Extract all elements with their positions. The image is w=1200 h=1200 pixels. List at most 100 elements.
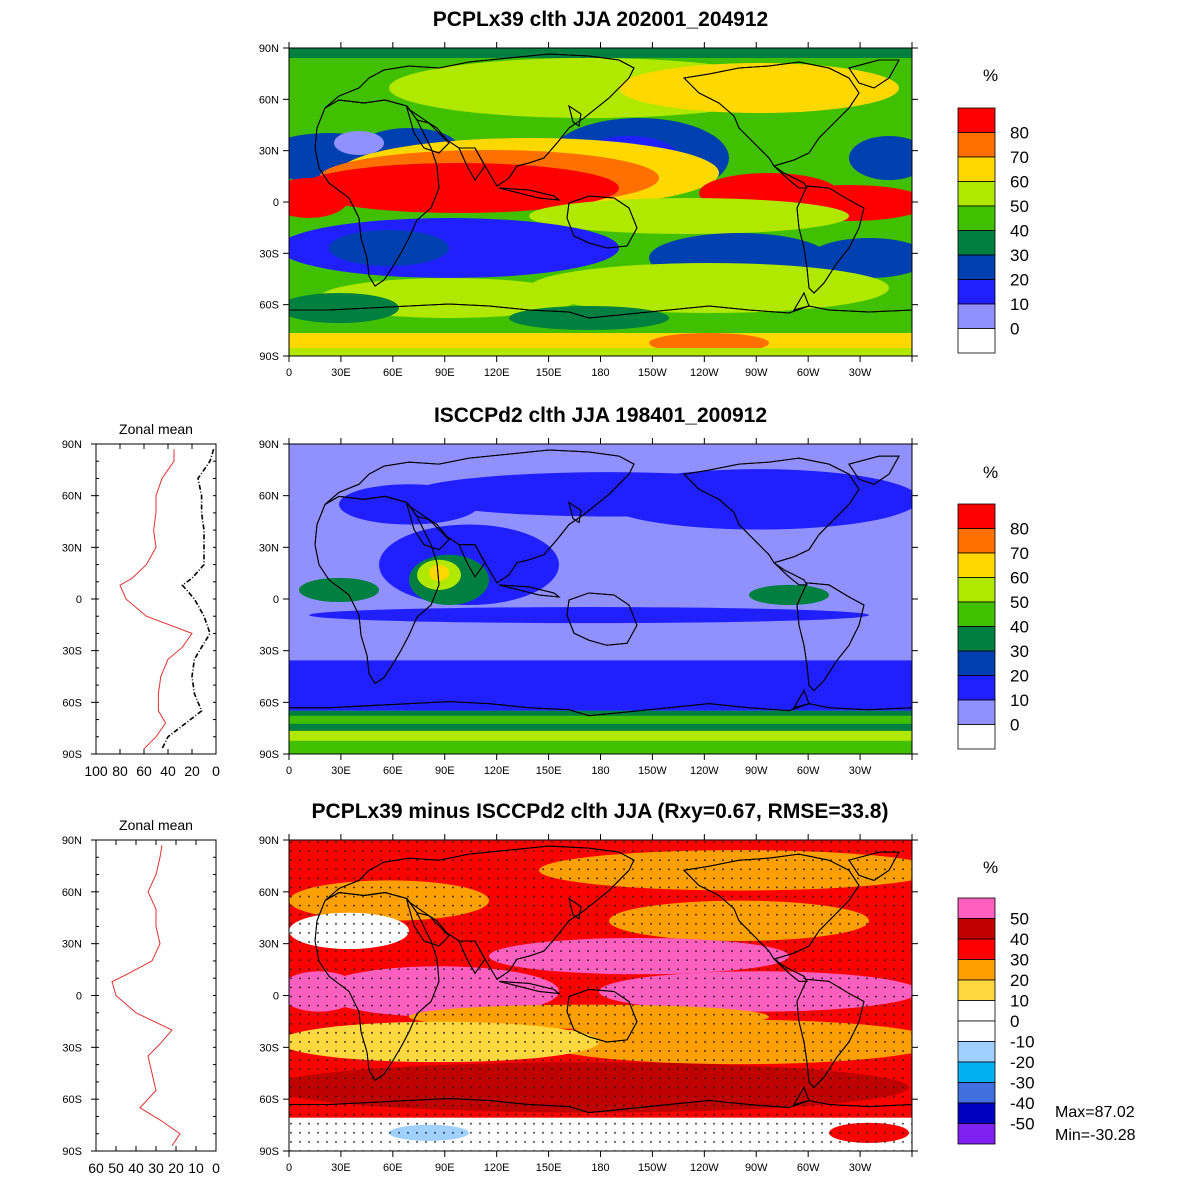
lon-tick-label: 90W [745, 765, 768, 777]
colorbar-swatch [957, 626, 996, 652]
lon-tick-label: 90W [745, 367, 768, 379]
colorbar-swatch [957, 230, 996, 256]
lon-tick-label: 90W [745, 1162, 768, 1174]
zonal-x-label: 20 [168, 1160, 184, 1176]
lat-tick-label: 60N [259, 491, 279, 503]
zonal-lat-label: 0 [76, 991, 82, 1003]
colorbar-label: 0 [1010, 1012, 1019, 1031]
zonal-x-label: 100 [84, 763, 108, 779]
map-frame-0: 0 30E 60E 90E 120E 150E 180 150W 120W 90W 60W 30W 90… [259, 42, 918, 379]
zonal-lat-label: 0 [76, 594, 82, 606]
zonal-series-0 [119, 449, 193, 750]
lat-tick-label: 30N [259, 146, 279, 158]
colorbar-label: 80 [1010, 520, 1029, 539]
colorbar-label: 70 [1010, 544, 1029, 563]
colorbar-label: -10 [1010, 1033, 1035, 1052]
colorbar-swatch [957, 254, 996, 280]
zonal-lat-label: 90N [62, 439, 82, 451]
lon-tick-label: 120E [484, 367, 510, 379]
lon-tick-label: 30W [849, 367, 872, 379]
lat-tick-label: 60S [259, 300, 279, 312]
lon-tick-label: 30W [849, 1162, 872, 1174]
zonal-lat-label: 90S [62, 1146, 82, 1158]
colorbar-label: 40 [1010, 930, 1029, 949]
colorbar-swatch [957, 181, 996, 207]
colorbar-label: -30 [1010, 1074, 1035, 1093]
lat-tick-label: 30S [259, 646, 279, 658]
lat-tick-label: 90S [259, 749, 279, 761]
zonal-x-label: 30 [148, 1160, 164, 1176]
zonal-lat-label: 60N [62, 887, 82, 899]
colorbar-swatch [957, 959, 996, 981]
zonal-lat-label: 60N [62, 491, 82, 503]
colorbar-label: 30 [1010, 951, 1029, 970]
lon-tick-label: 120W [690, 367, 719, 379]
lon-tick-label: 60W [797, 367, 820, 379]
lon-tick-label: 120W [690, 765, 719, 777]
zonal-x-label: 0 [212, 1160, 220, 1176]
lat-tick-label: 60S [259, 1094, 279, 1106]
lon-tick-label: 150E [536, 367, 562, 379]
lon-tick-label: 120E [484, 1162, 510, 1174]
colorbar-swatch [957, 132, 996, 158]
lon-tick-label: 0 [286, 367, 292, 379]
lat-tick-label: 30S [259, 1042, 279, 1054]
lon-tick-label: 30W [849, 765, 872, 777]
lon-tick-label: 90E [435, 765, 455, 777]
colorbar-swatch [957, 979, 996, 1001]
colorbar-label: 50 [1010, 197, 1029, 216]
lon-tick-label: 60W [797, 765, 820, 777]
colorbar-swatch [957, 1123, 996, 1145]
colorbar-label: 0 [1010, 320, 1019, 339]
lat-tick-label: 90N [259, 43, 279, 55]
colorbar-swatch [957, 503, 996, 529]
lon-tick-label: 30E [331, 367, 351, 379]
colorbar-label: 10 [1010, 295, 1029, 314]
map-frame-1: 0 30E 60E 90E 120E 150E 180 150W 120W 90W 60W 30W 90… [259, 438, 918, 777]
colorbar-swatch [957, 699, 996, 725]
lon-tick-label: 120E [484, 765, 510, 777]
colorbar-label: 10 [1010, 691, 1029, 710]
lon-tick-label: 150E [536, 765, 562, 777]
zonal-x-label: 40 [128, 1160, 144, 1176]
colorbar-swatch [957, 1020, 996, 1042]
colorbar-label: 40 [1010, 618, 1029, 637]
zonal-lat-label: 90N [62, 835, 82, 847]
lon-tick-label: 60E [383, 1162, 403, 1174]
colorbar-swatch [957, 205, 996, 231]
colorbar-label: 30 [1010, 246, 1029, 265]
lon-tick-label: 180 [591, 765, 609, 777]
colorbar-swatch [957, 938, 996, 960]
lat-tick-label: 30N [259, 939, 279, 951]
colorbar-swatch [957, 279, 996, 305]
colorbar-0: 80 70 60 50 40 30 20 10 0 [957, 107, 1029, 354]
colorbar-swatch [957, 528, 996, 554]
lon-tick-label: 60E [383, 765, 403, 777]
lon-tick-label: 150W [638, 1162, 667, 1174]
colorbar-label: 0 [1010, 716, 1019, 735]
lon-tick-label: 150W [638, 367, 667, 379]
colorbar-label: 40 [1010, 222, 1029, 241]
lat-tick-label: 90S [259, 1146, 279, 1158]
zonal-series-1 [161, 448, 215, 750]
colorbar-swatch [957, 897, 996, 919]
lat-tick-label: 90N [259, 835, 279, 847]
lon-tick-label: 150W [638, 765, 667, 777]
colorbar-label: 30 [1010, 642, 1029, 661]
colorbar-swatch [957, 650, 996, 676]
zonal-x-label: 20 [184, 763, 200, 779]
colorbar-label: -40 [1010, 1094, 1035, 1113]
colorbar-swatch [957, 303, 996, 329]
colorbar-swatch [957, 601, 996, 627]
zonal-mean-plot-1: 90N 60N 30N 0 30S 60S 90S 60 50 40 30 20 10 0 [62, 835, 220, 1176]
colorbar-swatch [957, 1000, 996, 1022]
zonal-x-label: 10 [188, 1160, 204, 1176]
lon-tick-label: 0 [286, 765, 292, 777]
colorbar-swatch [957, 1102, 996, 1124]
zonal-lat-label: 60S [62, 697, 82, 709]
lon-tick-label: 30E [331, 765, 351, 777]
lon-tick-label: 120W [690, 1162, 719, 1174]
lat-tick-label: 30N [259, 542, 279, 554]
